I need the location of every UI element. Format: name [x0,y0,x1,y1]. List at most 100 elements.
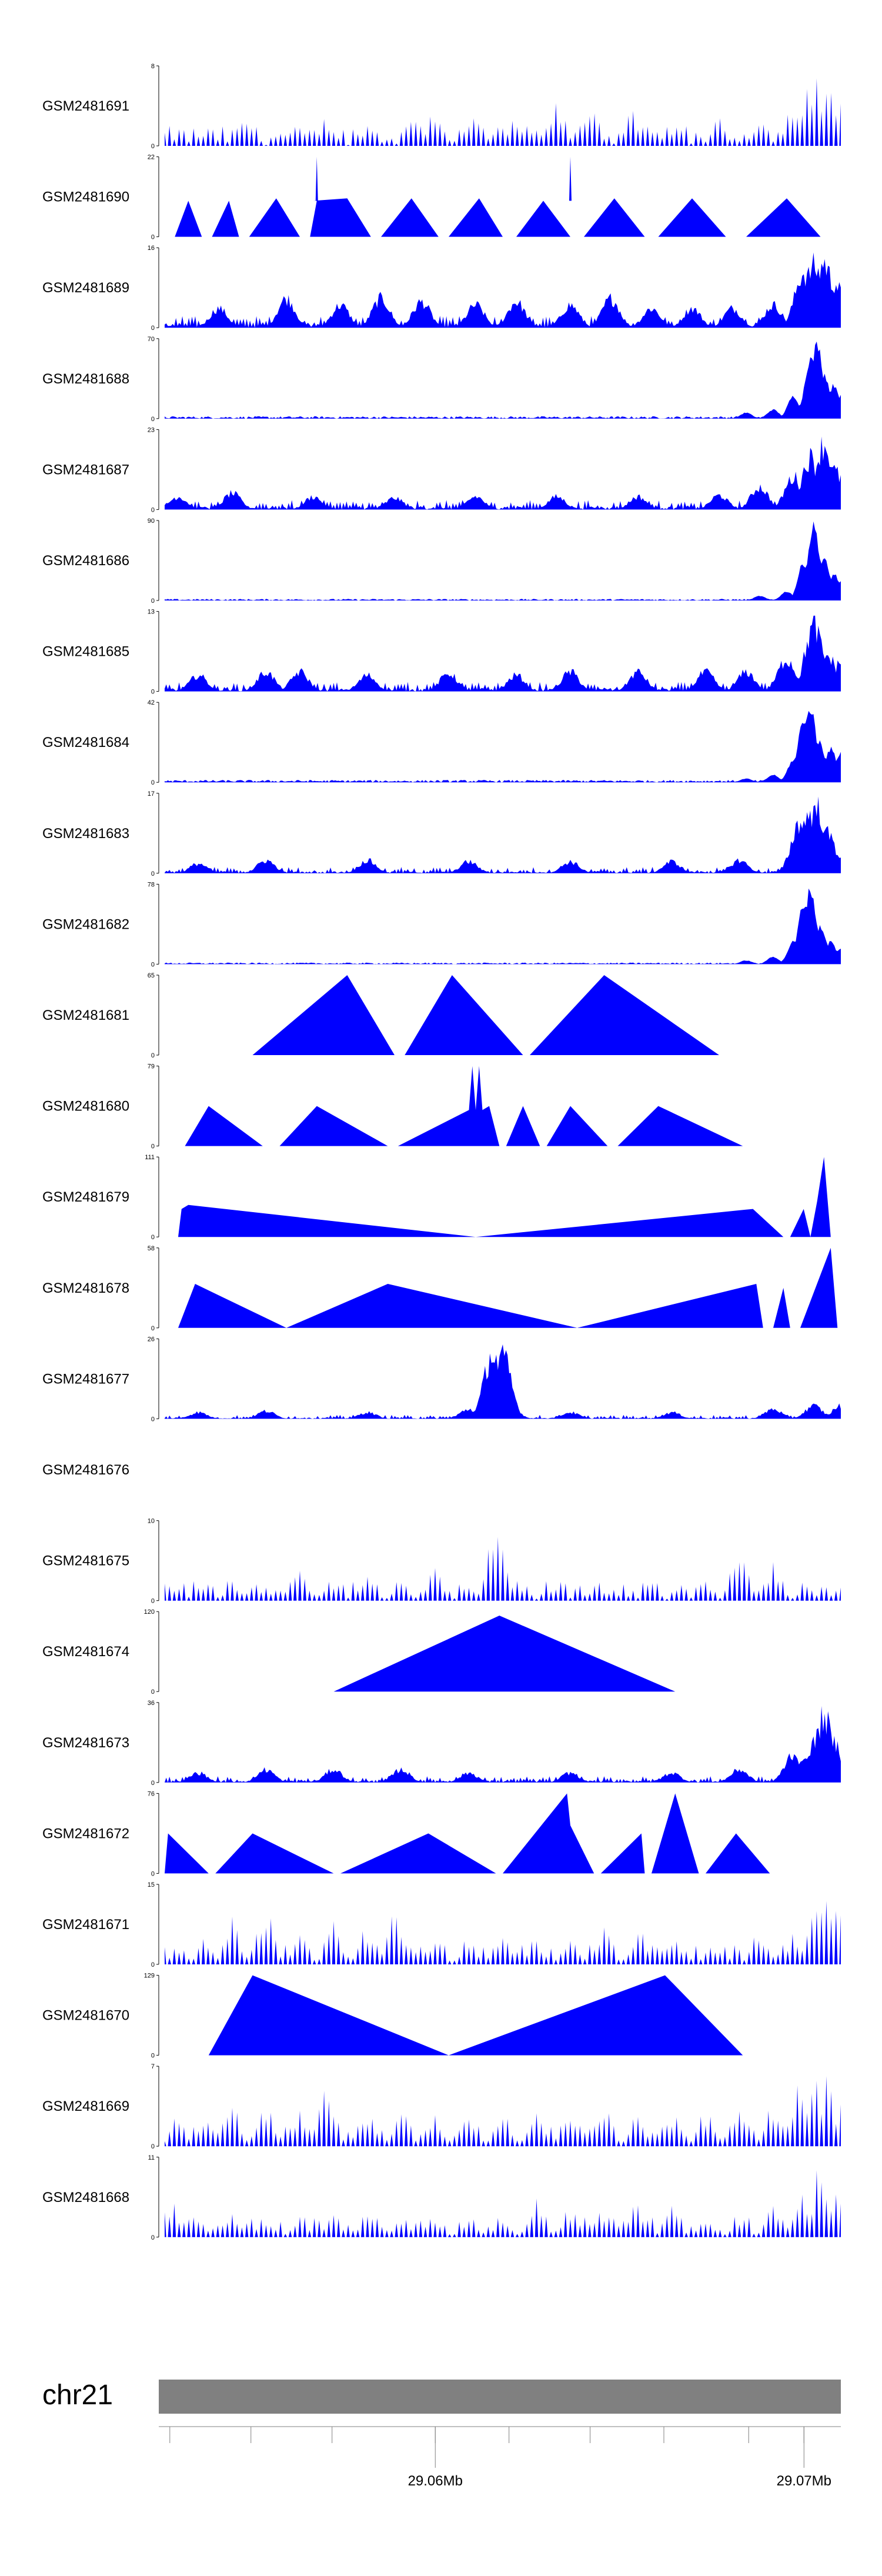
y-zero-label: 0 [151,1143,155,1150]
y-max-label: 15 [148,1881,155,1888]
y-zero-label: 0 [151,598,155,605]
y-max-label: 90 [148,518,155,525]
y-max-label: 7 [151,2063,155,2070]
coverage-spike [315,156,318,201]
coverage-area [165,1537,841,1601]
y-zero-label: 0 [151,416,155,423]
track-label: GSM2481671 [42,1917,129,1933]
track-GSM2481676: GSM2481676 [42,1462,129,1478]
y-zero-label: 0 [151,2143,155,2150]
track-label: GSM2481674 [42,1644,129,1660]
y-zero-label: 0 [151,506,155,513]
track-label: GSM2481683 [42,826,129,842]
track-label: GSM2481685 [42,644,129,660]
track-label: GSM2481677 [42,1371,129,1387]
track-GSM2481669: GSM2481669 7 0 [42,2063,841,2150]
coverage-area [165,2170,841,2237]
track-label: GSM2481668 [42,2190,129,2205]
track-label: GSM2481689 [42,280,129,296]
y-zero-label: 0 [151,1598,155,1605]
track-GSM2481670: GSM2481670 129 0 [42,1973,841,2060]
y-max-label: 42 [148,699,155,706]
coverage-area [165,341,841,419]
coverage-area [165,888,841,965]
x-tick-label: 29.06Mb [408,2473,463,2489]
track-label: GSM2481684 [42,735,129,750]
track-GSM2481672: GSM2481672 76 0 [42,1790,841,1877]
y-max-label: 17 [148,790,155,798]
track-label: GSM2481690 [42,189,129,205]
y-max-label: 58 [148,1245,155,1252]
coverage-area [165,436,841,510]
track-label: GSM2481681 [42,1007,129,1023]
y-max-label: 23 [148,426,155,433]
track-label: GSM2481675 [42,1553,129,1569]
track-label: GSM2481676 [42,1462,129,1478]
coverage-area [165,615,841,692]
y-zero-label: 0 [151,1780,155,1787]
track-GSM2481686: GSM2481686 90 0 [42,518,841,605]
y-zero-label: 0 [151,1870,155,1877]
y-max-label: 11 [148,2154,155,2161]
track-GSM2481690: GSM2481690 22 0 [42,154,841,241]
track-GSM2481673: GSM2481673 36 0 [42,1700,841,1787]
track-GSM2481688: GSM2481688 70 0 [42,336,841,423]
coverage-area [165,1901,841,1964]
y-max-label: 36 [148,1700,155,1707]
track-GSM2481685: GSM2481685 13 0 [42,609,841,696]
y-zero-label: 0 [151,779,155,786]
track-GSM2481680: GSM2481680 79 0 [42,1063,841,1150]
track-label: GSM2481678 [42,1280,129,1296]
y-zero-label: 0 [151,2053,155,2060]
track-GSM2481679: GSM2481679 111 0 [42,1154,841,1241]
y-zero-label: 0 [151,143,155,150]
track-GSM2481677: GSM2481677 26 0 [42,1336,841,1423]
coverage-area [208,1975,841,2056]
y-max-label: 129 [144,1973,155,1980]
y-max-label: 10 [148,1518,155,1525]
track-GSM2481687: GSM2481687 23 0 [42,426,841,513]
track-GSM2481668: GSM2481668 11 0 [42,2154,841,2241]
coverage-area [165,252,841,328]
coverage-area [165,198,841,237]
track-label: GSM2481680 [42,1099,129,1115]
chromosome-ideogram [159,2380,841,2414]
track-GSM2481681: GSM2481681 65 0 [42,972,841,1059]
track-GSM2481691: GSM2481691 8 0 [42,63,841,150]
coverage-area [165,1706,841,1783]
track-label: GSM2481673 [42,1735,129,1751]
y-zero-label: 0 [151,1234,155,1241]
y-max-label: 26 [148,1336,155,1343]
track-GSM2481678: GSM2481678 58 0 [42,1245,841,1332]
coverage-area [165,1793,841,1874]
track-GSM2481683: GSM2481683 17 0 [42,790,841,877]
y-max-label: 13 [148,609,155,616]
y-max-label: 70 [148,336,155,343]
coverage-area [165,710,841,783]
coverage-area [165,796,841,873]
track-label: GSM2481691 [42,98,129,114]
track-GSM2481684: GSM2481684 42 0 [42,699,841,786]
coverage-area [165,78,841,146]
y-zero-label: 0 [151,1325,155,1332]
track-GSM2481682: GSM2481682 78 0 [42,881,841,968]
y-zero-label: 0 [151,325,155,332]
track-label: GSM2481686 [42,553,129,569]
track-label: GSM2481672 [42,1826,129,1841]
coverage-spike [569,156,572,201]
y-max-label: 22 [148,154,155,161]
track-label: GSM2481682 [42,916,129,932]
coverage-area [252,975,841,1055]
track-GSM2481671: GSM2481671 15 0 [42,1881,841,1968]
coverage-area [165,1344,841,1419]
y-max-label: 65 [148,972,155,979]
y-max-label: 76 [148,1790,155,1797]
x-tick-label: 29.07Mb [777,2473,831,2489]
track-label: GSM2481669 [42,2098,129,2114]
coverage-area [165,521,841,600]
track-label: GSM2481687 [42,462,129,478]
track-label: GSM2481670 [42,2008,129,2024]
track-label: GSM2481679 [42,1189,129,1205]
y-max-label: 120 [144,1609,155,1616]
